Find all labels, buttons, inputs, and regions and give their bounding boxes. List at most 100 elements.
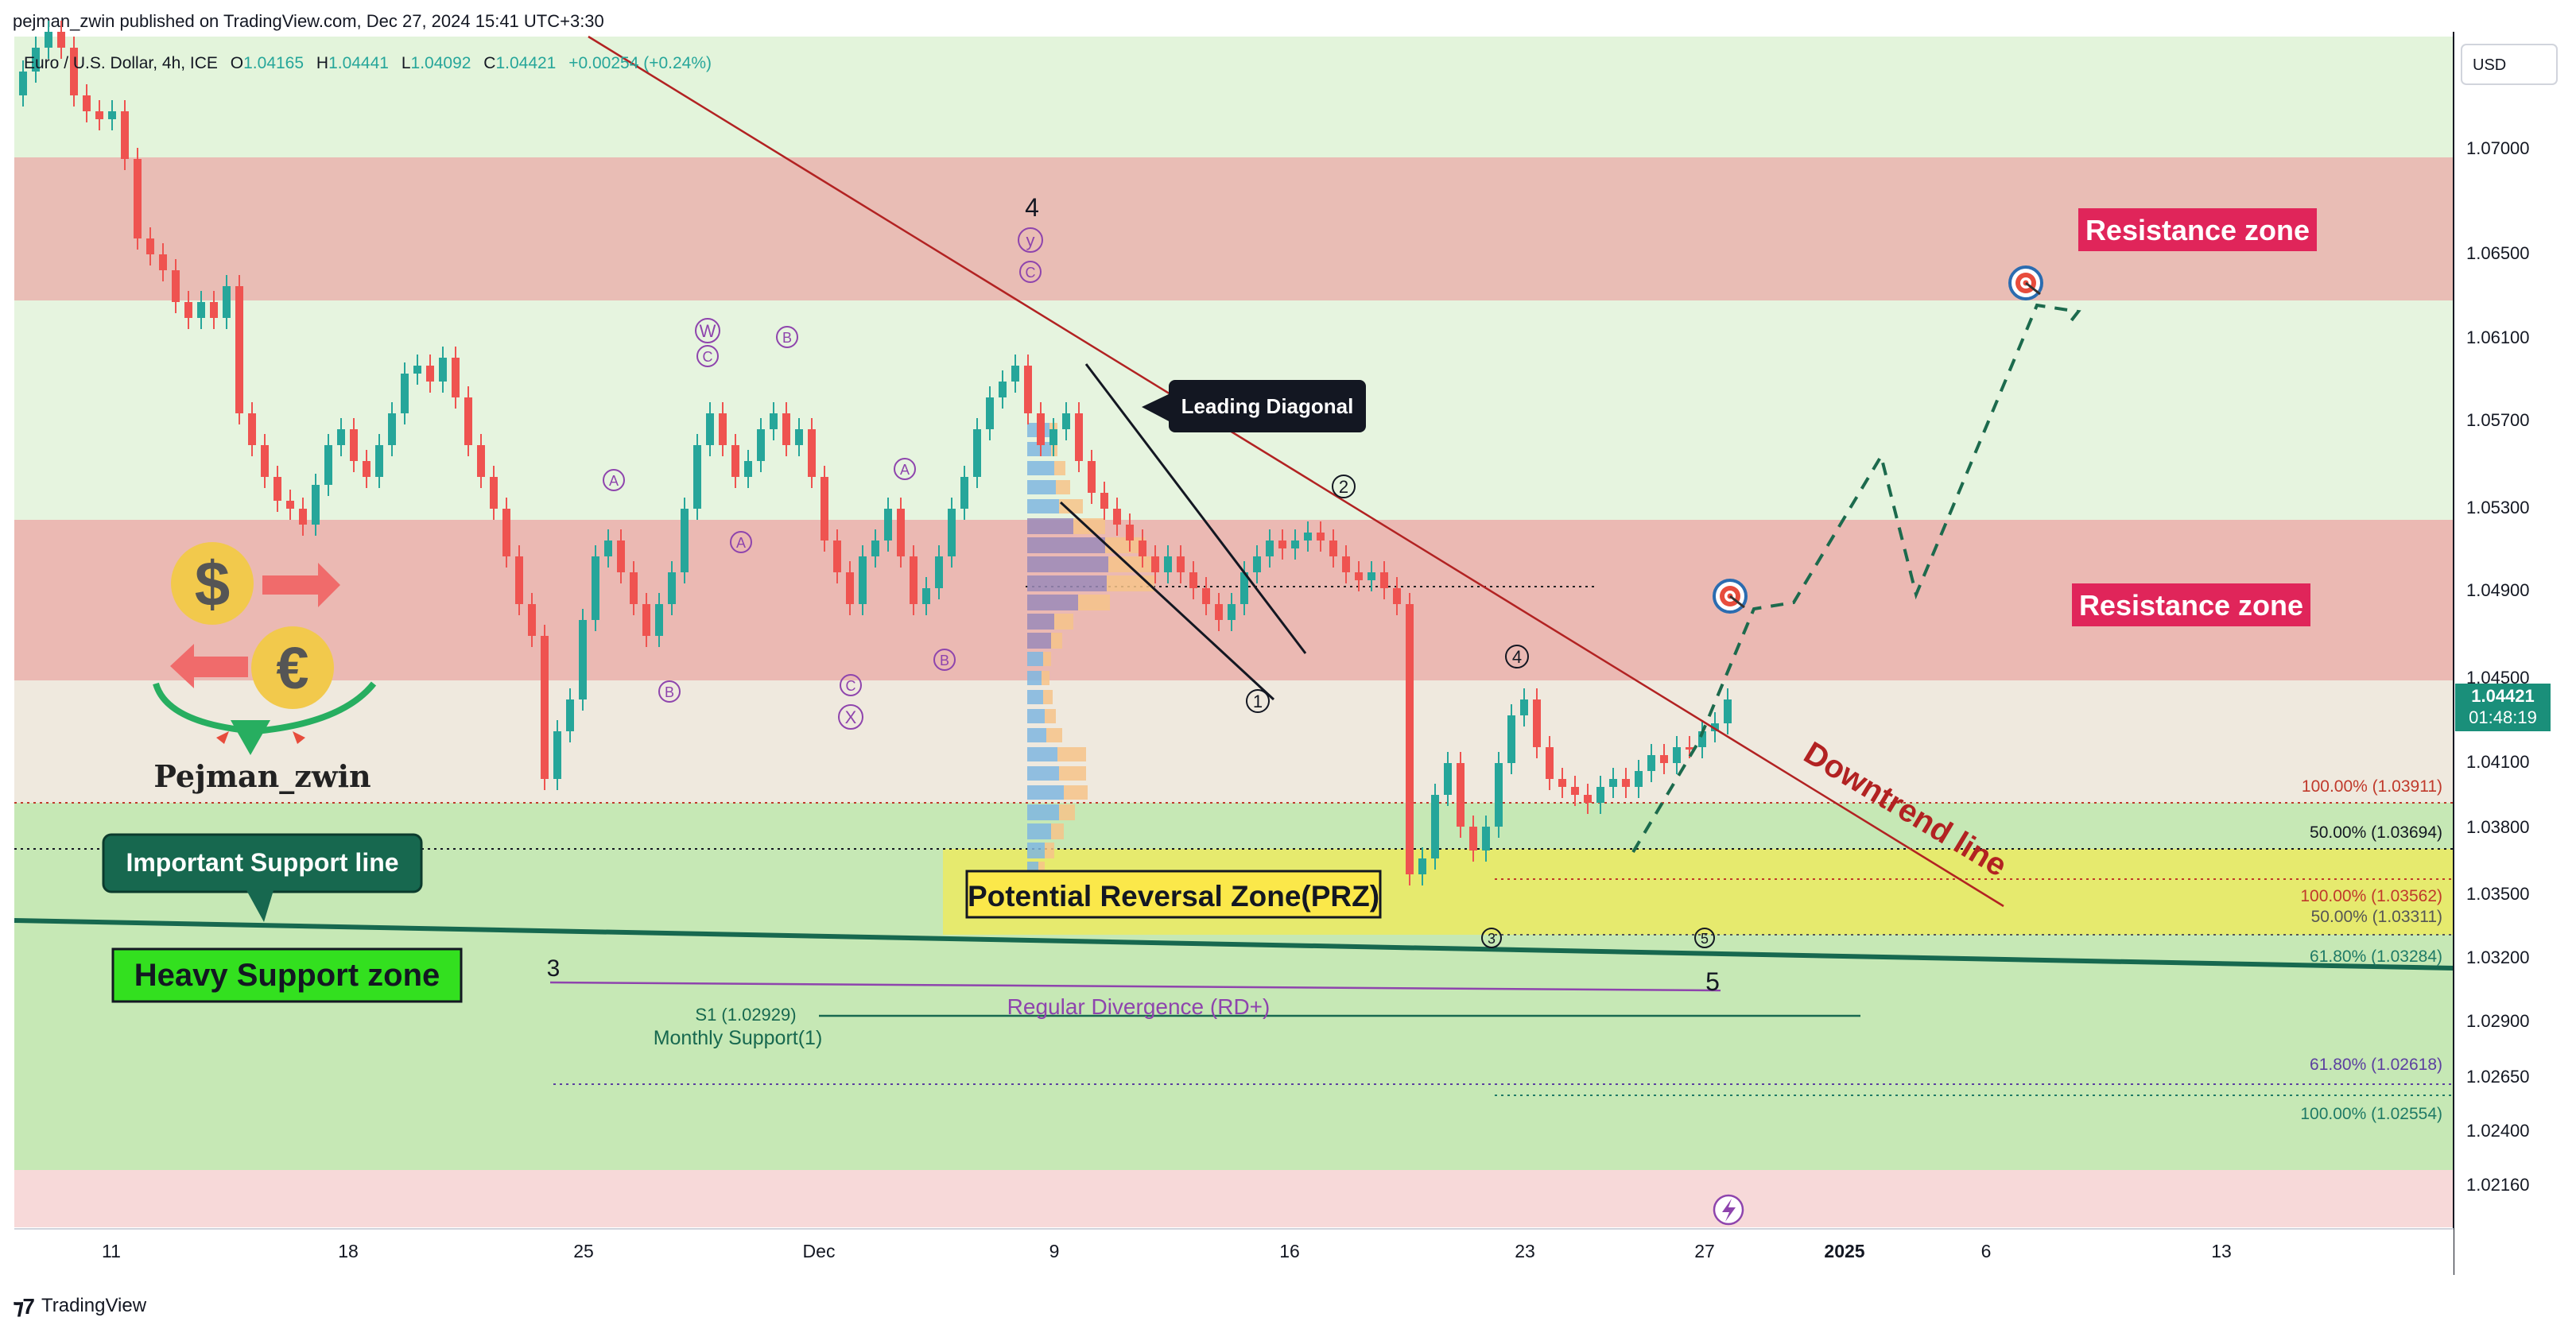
candle-body (897, 509, 905, 556)
important-support-label: Important Support line (126, 848, 398, 877)
candle-body (668, 572, 676, 604)
x-tick-label: 23 (1515, 1241, 1535, 1261)
candle-body (426, 366, 434, 382)
candle-body (821, 477, 828, 541)
chart[interactable]: $ € Pejman_zwin Resistance zone Resistan… (0, 0, 2576, 1288)
candle-body (1520, 699, 1528, 715)
candle-body (1469, 827, 1477, 850)
svg-text:A: A (736, 535, 746, 551)
candle-body (1558, 779, 1566, 787)
candle-body (1037, 413, 1045, 445)
candle-body (235, 286, 243, 413)
candle-body (1584, 795, 1592, 803)
candle-body (1151, 556, 1159, 572)
svg-text:A: A (609, 473, 619, 489)
volume-bar (1027, 537, 1105, 553)
volume-bar (1108, 556, 1156, 572)
volume-bar (1027, 843, 1045, 858)
candle-body (1660, 755, 1668, 763)
x-tick-label: 2025 (1824, 1241, 1864, 1261)
candle-body (299, 509, 307, 525)
svg-text:C: C (846, 678, 856, 694)
candle-body (770, 413, 778, 429)
fib-label: 50.00% (1.03694) (2310, 823, 2442, 842)
candle-body (592, 556, 599, 620)
candle-body (617, 541, 625, 572)
candle-body (1240, 572, 1248, 604)
fib-label: 50.00% (1.03311) (2311, 908, 2442, 926)
x-tick-label: Dec (803, 1241, 836, 1261)
volume-bar (1059, 499, 1083, 513)
y-tick-label: 1.05700 (2466, 410, 2530, 430)
band-beige (14, 680, 2454, 803)
wave-label-5-sub: 5 (1694, 928, 1715, 948)
volume-bar (1046, 728, 1062, 742)
leading-diagonal-label: Leading Diagonal (1181, 394, 1354, 418)
candle-body (83, 95, 91, 111)
candle-body (1024, 366, 1032, 413)
candle-body (1088, 461, 1096, 493)
candle-body (1291, 541, 1299, 548)
candle-body (681, 509, 689, 572)
candle-body (1075, 413, 1083, 461)
resistance-label-lower: Resistance zone (2079, 589, 2303, 622)
volume-bar (1057, 747, 1086, 761)
candle-body (324, 445, 332, 485)
x-tick-label: 13 (2211, 1241, 2232, 1261)
candle-body (452, 358, 460, 397)
x-tick-label: 25 (573, 1241, 594, 1261)
band-top-green (14, 37, 2454, 157)
volume-bar (1027, 442, 1051, 456)
candle-body (1266, 541, 1274, 556)
candle-body (1533, 699, 1541, 747)
candle-body (134, 159, 142, 238)
candle-body (910, 556, 918, 604)
candle-body (401, 374, 409, 413)
candle-body (655, 604, 663, 636)
candle-body (693, 445, 701, 509)
price-tag (2455, 684, 2551, 731)
candle-body (502, 509, 510, 556)
currency-button[interactable] (2461, 44, 2558, 85)
y-tick-label: 1.06100 (2466, 327, 2530, 347)
candle-body (146, 238, 154, 254)
candle-body (1202, 588, 1210, 604)
leading-diagonal-upper (1084, 363, 1307, 654)
candle-body (1355, 572, 1363, 580)
time-axis[interactable] (14, 1229, 2454, 1275)
lightning-icon[interactable] (1713, 1194, 1744, 1226)
candle-body (1164, 556, 1172, 572)
volume-bar (1042, 671, 1049, 685)
y-tick-label: 1.04900 (2466, 580, 2530, 600)
resistance-zone-upper (14, 157, 2454, 300)
volume-bar (1045, 843, 1054, 858)
candle-body (1406, 604, 1414, 874)
y-tick-label: 1.02400 (2466, 1121, 2530, 1141)
divergence-label: Regular Divergence (RD+) (1007, 994, 1271, 1019)
candle-body (95, 111, 103, 119)
volume-bar (1027, 556, 1108, 572)
x-tick-label: 27 (1694, 1241, 1715, 1261)
candle-body (782, 413, 790, 445)
volume-bar (1056, 480, 1070, 494)
candle-body (630, 572, 638, 604)
svg-text:A: A (900, 462, 910, 478)
candle-body (1596, 787, 1604, 803)
wave-label-b2: B (658, 680, 681, 703)
heavy-support-label: Heavy Support zone (134, 958, 440, 993)
fib-label: 100.00% (1.02554) (2300, 1105, 2442, 1123)
projection-path (1631, 303, 2081, 854)
candle-body (1215, 604, 1223, 620)
volume-bar (1027, 766, 1059, 781)
candle-body (1482, 827, 1490, 850)
resistance-zone-lower (14, 520, 2454, 680)
price-axis[interactable] (2454, 32, 2576, 1232)
y-tick-label: 1.04100 (2466, 752, 2530, 772)
x-ticks: 11 18 25 Dec 9 16 23 27 2025 6 13 (102, 1241, 2232, 1261)
wave-label-b: B (776, 326, 798, 348)
candle-body (1304, 533, 1312, 541)
candle-body (948, 509, 956, 556)
candle-body (121, 111, 129, 159)
y-tick-label: 1.02160 (2466, 1175, 2530, 1195)
candle-body (1635, 771, 1643, 787)
